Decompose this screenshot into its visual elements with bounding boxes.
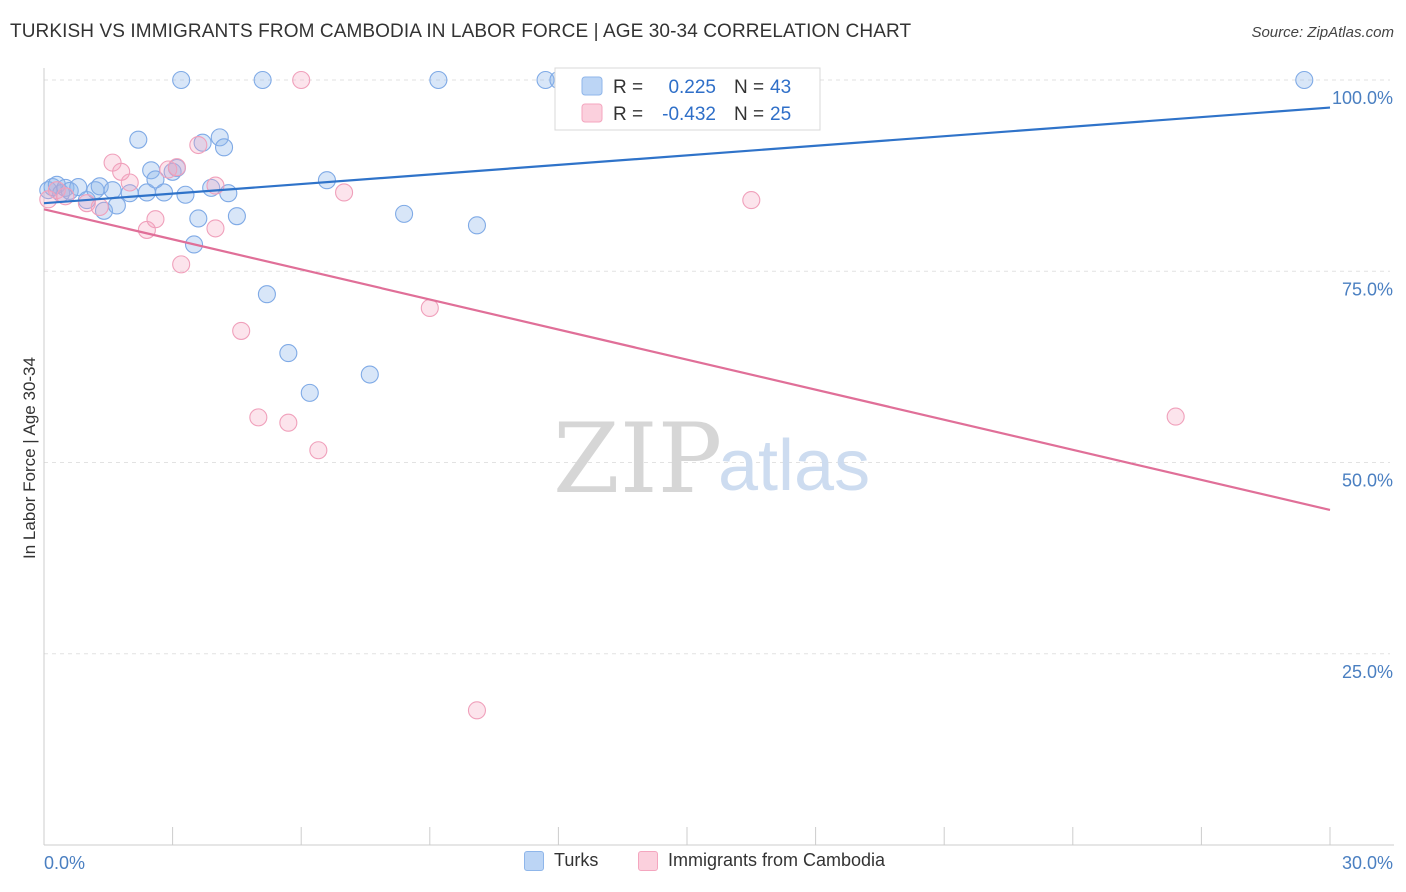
point-cambodia: [167, 158, 186, 177]
trend-line-cambodia: [43, 208, 1331, 512]
point-cambodia: [172, 255, 191, 274]
point-cambodia: [189, 135, 208, 155]
legend-item-turks[interactable]: Turks: [524, 850, 598, 871]
point-cambodia: [279, 413, 298, 432]
series-legend: Turks Immigrants from Cambodia: [0, 850, 1406, 878]
point-turks: [536, 70, 555, 90]
point-turks: [176, 185, 195, 204]
point-turks: [467, 216, 487, 235]
point-turks: [146, 170, 165, 189]
point-turks: [189, 209, 208, 228]
point-cambodia: [232, 321, 251, 340]
y-tick-label: 25.0%: [1342, 662, 1393, 682]
point-turks: [300, 383, 319, 402]
point-turks: [154, 183, 174, 202]
watermark-zip: ZIP: [553, 403, 722, 515]
point-turks: [253, 70, 272, 90]
point-cambodia: [420, 298, 439, 318]
legend-n-value-cambodia: 25: [770, 104, 791, 125]
stats-legend: R = 0.225 N = 43 R = -0.432 N = 25: [554, 67, 821, 131]
tick-labels: 100.0% 75.0% 50.0% 25.0% 0.0% 30.0%: [44, 88, 1393, 873]
legend-r-label-2: R =: [613, 104, 643, 125]
y-tick-label: 75.0%: [1342, 279, 1393, 299]
point-turks: [279, 344, 298, 363]
point-turks: [395, 204, 414, 223]
legend-n-value-turks: 43: [770, 77, 791, 98]
point-turks: [129, 130, 148, 149]
x-tick-label: 30.0%: [1342, 853, 1393, 873]
watermark-atlas: atlas: [718, 426, 870, 506]
legend-label-turks: Turks: [554, 850, 599, 870]
legend-n-label-1: N =: [734, 77, 764, 98]
axes: [43, 68, 1394, 846]
point-turks: [214, 138, 234, 157]
legend-swatch-cambodia: [581, 103, 603, 123]
chart-source: Source: ZipAtlas.com: [1251, 24, 1394, 41]
point-turks: [317, 171, 336, 190]
legend-r-value-cambodia: -0.432: [662, 104, 716, 125]
point-cambodia: [742, 191, 761, 210]
point-turks: [103, 181, 122, 200]
point-cambodia: [249, 408, 268, 427]
legend-label-cambodia: Immigrants from Cambodia: [668, 850, 886, 870]
point-cambodia: [206, 219, 225, 238]
legend-n-label-2: N =: [734, 104, 764, 125]
legend-r-value-turks: 0.225: [668, 77, 716, 98]
y-tick-label: 50.0%: [1342, 471, 1393, 491]
point-cambodia: [146, 210, 165, 229]
point-cambodia: [90, 197, 109, 217]
legend-swatch-turks: [581, 76, 603, 96]
watermark: ZIP atlas: [553, 403, 870, 515]
legend-swatch-turks-bottom: [524, 850, 544, 871]
point-cambodia: [335, 183, 354, 202]
point-turks: [257, 285, 276, 304]
legend-item-cambodia[interactable]: Immigrants from Cambodia: [638, 850, 885, 871]
point-cambodia: [309, 441, 328, 460]
point-turks: [227, 207, 246, 226]
point-cambodia: [120, 173, 139, 192]
x-tick-label: 0.0%: [44, 853, 85, 873]
legend-r-label-1: R =: [613, 77, 643, 98]
point-turks: [360, 365, 379, 384]
point-cambodia: [467, 701, 487, 720]
point-cambodia: [1166, 407, 1185, 426]
point-turks: [69, 178, 88, 197]
point-turks: [210, 128, 229, 147]
point-turks: [1295, 70, 1314, 90]
point-turks: [429, 70, 448, 90]
chart-title: TURKISH VS IMMIGRANTS FROM CAMBODIA IN L…: [10, 21, 912, 42]
point-cambodia: [292, 70, 311, 90]
data-points: [39, 70, 1314, 720]
point-turks: [172, 70, 191, 90]
point-turks: [107, 196, 126, 215]
trend-line-turks: [43, 106, 1331, 205]
legend-swatch-cambodia-bottom: [638, 850, 658, 871]
y-tick-label: 100.0%: [1332, 88, 1393, 108]
trend-lines: [43, 106, 1331, 512]
